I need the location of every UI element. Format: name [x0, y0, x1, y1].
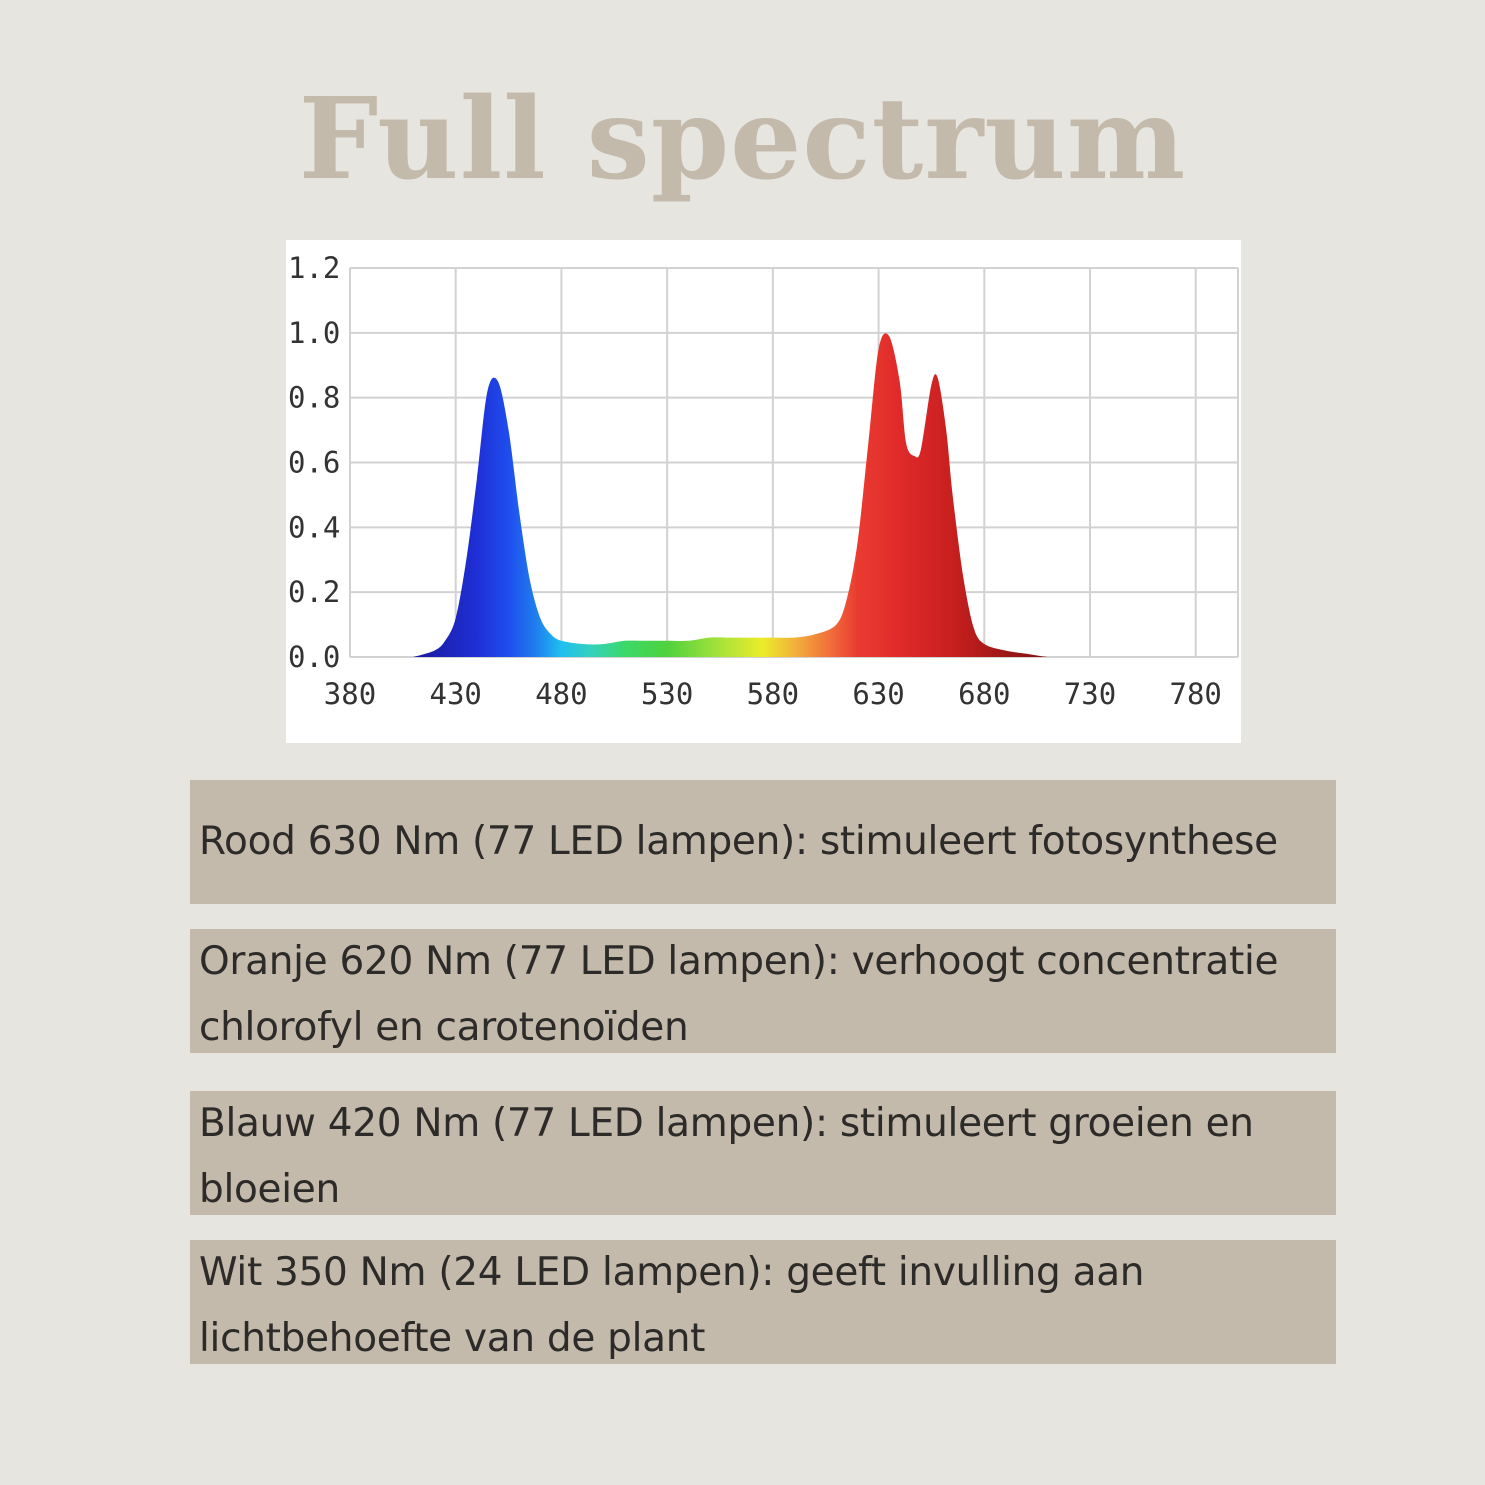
- y-axis-ticks: 0.0 0.2 0.4 0.6 0.8 1.0 1.2: [288, 251, 340, 674]
- page-title: Full spectrum: [298, 74, 1187, 205]
- info-box-orange: Oranje 620 Nm (77 LED lampen): verhoogt …: [190, 929, 1336, 1053]
- x-tick-label: 430: [430, 677, 482, 711]
- info-text-red: Rood 630 Nm (77 LED lampen): stimuleert …: [199, 819, 1278, 864]
- x-tick-label: 530: [641, 677, 693, 711]
- info-box-red: Rood 630 Nm (77 LED lampen): stimuleert …: [190, 780, 1336, 904]
- x-tick-label: 630: [852, 677, 904, 711]
- spectrum-chart: 0.0 0.2 0.4 0.6 0.8 1.0 1.2 380 430 480 530 580 630…: [286, 240, 1241, 743]
- x-axis-ticks: 380 430 480 530 580 630 680 730 780: [324, 677, 1222, 711]
- info-text-blue: Blauw 420 Nm (77 LED lampen): stimuleert…: [199, 1101, 1254, 1212]
- info-text-orange: Oranje 620 Nm (77 LED lampen): verhoogt …: [199, 939, 1279, 1050]
- info-text-white: Wit 350 Nm (24 LED lampen): geeft invull…: [199, 1250, 1145, 1361]
- x-tick-label: 380: [324, 677, 376, 711]
- x-tick-label: 580: [747, 677, 799, 711]
- info-box-white: Wit 350 Nm (24 LED lampen): geeft invull…: [190, 1240, 1336, 1364]
- y-tick-label: 1.0: [288, 316, 340, 350]
- spectrum-chart-svg: 0.0 0.2 0.4 0.6 0.8 1.0 1.2 380 430 480 530 580 630…: [288, 251, 1239, 711]
- spectrum-area: [413, 333, 1069, 657]
- y-tick-label: 0.2: [288, 575, 340, 609]
- x-tick-label: 730: [1064, 677, 1116, 711]
- x-tick-label: 480: [535, 677, 587, 711]
- y-tick-label: 1.2: [288, 251, 340, 285]
- chart-area-layer: [413, 333, 1069, 657]
- y-tick-label: 0.0: [288, 640, 340, 674]
- x-tick-label: 680: [958, 677, 1010, 711]
- x-tick-label: 780: [1170, 677, 1222, 711]
- y-tick-label: 0.4: [288, 510, 340, 544]
- y-tick-label: 0.6: [288, 446, 340, 480]
- y-tick-label: 0.8: [288, 381, 340, 415]
- info-box-blue: Blauw 420 Nm (77 LED lampen): stimuleert…: [190, 1091, 1336, 1215]
